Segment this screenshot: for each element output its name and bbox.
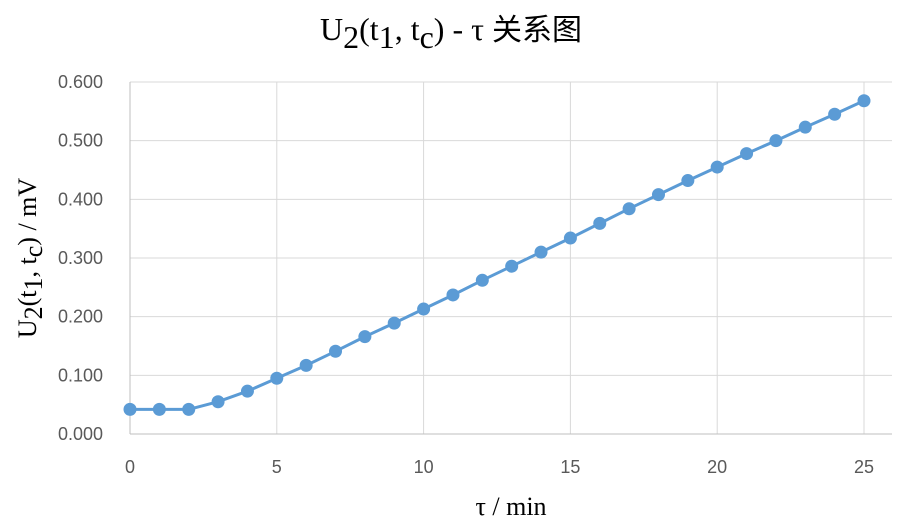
y-axis-title-main: U	[13, 319, 42, 338]
chart-title-main: U	[320, 11, 343, 47]
chart-title-mid1: (t	[359, 11, 379, 47]
data-point	[710, 160, 724, 174]
data-point	[358, 330, 372, 344]
y-tick-labels: 0.000 0.100 0.200 0.300 0.400 0.500 0.600	[58, 72, 103, 444]
data-point	[857, 94, 871, 108]
chart-title-sub1: 2	[343, 19, 359, 55]
data-point	[651, 188, 665, 202]
chart-title-sub2: 1	[379, 19, 395, 55]
data-point	[740, 147, 754, 161]
chart-title-sub3: c	[420, 19, 434, 55]
y-axis-title-end: ) / mV	[13, 178, 42, 246]
data-point	[534, 245, 548, 259]
chart-title: U2(t1, tc) - τ 关系图	[320, 11, 582, 55]
y-axis-title-sub3: c	[19, 246, 48, 258]
chart-title-mid2: , t	[395, 11, 420, 47]
data-point	[270, 371, 284, 385]
x-tick-label: 5	[272, 457, 282, 477]
data-point	[828, 107, 842, 121]
y-tick-label: 0.300	[58, 248, 103, 268]
y-tick-label: 0.600	[58, 72, 103, 92]
x-tick-label: 25	[854, 457, 874, 477]
series-line	[130, 99, 865, 411]
data-point	[152, 402, 166, 416]
data-point	[387, 316, 401, 330]
y-axis-title-sub1: 2	[19, 306, 48, 319]
y-axis-title: U2(t1, tc) / mV	[13, 178, 48, 339]
data-point	[329, 344, 343, 358]
y-axis-title-mid1: (t	[13, 290, 42, 307]
x-tick-labels: 0 5 10 15 20 25	[125, 457, 874, 477]
chart-title-end: ) - τ	[434, 11, 492, 47]
x-axis-title: τ / min	[475, 492, 546, 521]
y-tick-label: 0.100	[58, 365, 103, 385]
data-point	[211, 395, 225, 409]
data-point	[417, 302, 431, 316]
data-point	[475, 273, 489, 287]
x-tick-label: 10	[414, 457, 434, 477]
y-tick-label: 0.500	[58, 131, 103, 151]
data-point	[182, 402, 196, 416]
gridlines	[130, 81, 892, 434]
data-point	[593, 216, 607, 230]
data-point	[123, 402, 137, 416]
data-point	[240, 384, 254, 398]
y-tick-label: 0.200	[58, 307, 103, 327]
series	[123, 94, 871, 416]
data-point	[622, 202, 636, 216]
x-tick-label: 15	[560, 457, 580, 477]
data-point	[798, 120, 812, 134]
axes	[129, 82, 892, 435]
data-point	[681, 174, 695, 188]
x-tick-label: 0	[125, 457, 135, 477]
data-point	[769, 134, 783, 148]
data-point	[563, 231, 577, 245]
y-axis-title-mid2: , t	[13, 257, 42, 278]
y-tick-label: 0.400	[58, 189, 103, 209]
data-point	[505, 259, 519, 273]
data-point	[446, 288, 460, 302]
y-axis-title-sub2: 1	[19, 278, 48, 291]
x-tick-label: 20	[707, 457, 727, 477]
data-point	[299, 358, 313, 372]
chart-title-cjk: 关系图	[492, 13, 582, 48]
y-tick-label: 0.000	[58, 424, 103, 444]
